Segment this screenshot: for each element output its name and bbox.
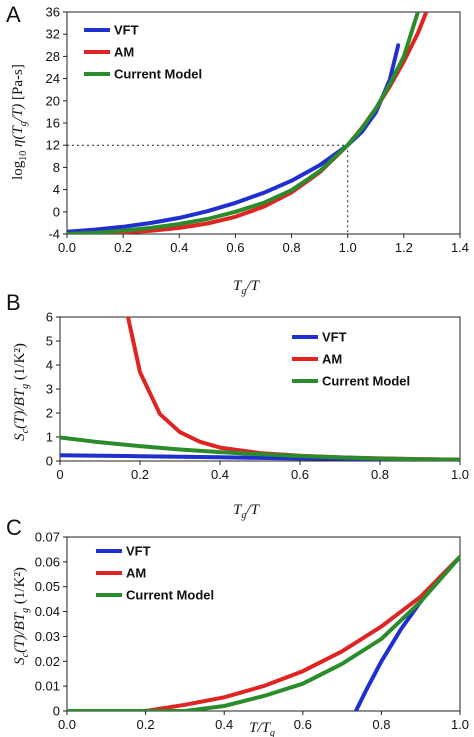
x-tick-label: 0.4 [215, 717, 233, 732]
panel-label-c: C [6, 515, 22, 540]
y-tick-label: 0.06 [35, 554, 60, 569]
legend-label: AM [322, 352, 342, 367]
y-tick-label: 36 [46, 5, 60, 20]
y-tick-label: -4 [48, 227, 60, 242]
series-line-am [67, 554, 460, 711]
legend-label: VFT [114, 23, 139, 38]
legend-label: VFT [322, 330, 347, 345]
panel-label-b: B [6, 290, 21, 315]
plot-area-c: 0.0 0.2 0.4 0.6 0.8 1.0 0 0.01 0.02 0.03 0.04 0.05 0… [35, 530, 469, 733]
legend-label: VFT [126, 544, 151, 559]
x-tick-label: 1.0 [339, 240, 357, 255]
x-tick-label: 1.2 [395, 240, 413, 255]
legend-label: AM [126, 566, 146, 581]
y-tick-label: 8 [53, 160, 60, 175]
x-tick-label: 1.0 [451, 467, 469, 482]
y-tick-label: 0 [46, 454, 53, 469]
x-tick-label: 0.0 [58, 717, 76, 732]
panel-b: B 0 0.2 0.4 0.6 0.8 1.0 0 1 2 3 4 5 6 VFT AM Current Mo… [6, 290, 469, 521]
x-tick-label: 1.0 [451, 717, 469, 732]
x-tick-label: 0.2 [114, 240, 132, 255]
x-axis-label-c: T/Tg [249, 720, 275, 737]
y-tick-label: 24 [46, 71, 60, 86]
series-line-vft [67, 43, 401, 234]
x-tick-label: 1.4 [451, 240, 469, 255]
plot-area-a: 0.0 0.2 0.4 0.6 0.8 1.0 1.2 1.4 -4 0 4 8 12 16 20 24 28 3… [46, 5, 470, 256]
x-tick-label: 0.6 [294, 717, 312, 732]
x-tick-label: 0.2 [131, 467, 149, 482]
y-tick-label: 0 [53, 204, 60, 219]
plot-frame-c [66, 536, 461, 712]
y-tick-label: 12 [46, 138, 60, 153]
y-tick-label: 0.02 [35, 654, 60, 669]
y-tick-label: 0.04 [35, 604, 60, 619]
y-tick-label: 5 [46, 334, 53, 349]
y-tick-label: 20 [46, 93, 60, 108]
y-axis-label-c: Sc(T)/BTg (1/K²) [12, 567, 31, 665]
x-tick-label: 0.8 [372, 717, 390, 732]
y-axis-label-a: log10 η(Tg/T) [Pa-s] [10, 64, 29, 180]
y-tick-label: 0.03 [35, 629, 60, 644]
x-tick-label: 0.0 [58, 240, 76, 255]
y-tick-label: 16 [46, 116, 60, 131]
y-tick-label: 1 [46, 430, 53, 445]
y-tick-label: 6 [46, 310, 53, 325]
legend-label: Current Model [322, 374, 410, 389]
y-tick-label: 32 [46, 27, 60, 42]
plot-area-b: 0 0.2 0.4 0.6 0.8 1.0 0 1 2 3 4 5 6 VFT AM Current Mode… [46, 310, 469, 483]
legend-label: AM [114, 45, 134, 60]
y-tick-label: 2 [46, 406, 53, 421]
panel-a: A 0.0 0.2 0.4 0.6 0.8 1.0 1.2 1.4 -4 0 4 8 12 16 20 24 2… [6, 2, 469, 297]
y-axis-label-b: Sc(T)/BTg (1/K²) [12, 343, 31, 441]
panel-label-a: A [6, 2, 21, 27]
y-tick-label: 0.01 [35, 679, 60, 694]
x-tick-label: 0.8 [371, 467, 389, 482]
series-line-current-model [67, 12, 420, 234]
x-tick-label: 0.4 [170, 240, 188, 255]
series-line-current-model [67, 554, 460, 711]
x-tick-label: 0.6 [226, 240, 244, 255]
y-tick-label: 4 [46, 358, 53, 373]
y-tick-label: 4 [53, 182, 60, 197]
x-tick-label: 0.8 [283, 240, 301, 255]
x-tick-label: 0.4 [211, 467, 229, 482]
x-tick-label: 0.6 [291, 467, 309, 482]
y-tick-label: 28 [46, 49, 60, 64]
legend-label: Current Model [114, 67, 202, 82]
legend-label: Current Model [126, 588, 214, 603]
x-axis-label-a: Tg/T [233, 278, 261, 297]
y-tick-label: 0.07 [35, 530, 60, 545]
x-axis-label-b: Tg/T [233, 502, 261, 521]
plot-frame-b [59, 316, 461, 462]
y-tick-label: 0 [53, 704, 60, 719]
y-tick-label: 3 [46, 382, 53, 397]
x-tick-label: 0.2 [137, 717, 155, 732]
y-tick-label: 0.05 [35, 579, 60, 594]
series-line-current-model [60, 435, 460, 461]
x-tick-label: 0 [56, 467, 63, 482]
panel-c: C 0.0 0.2 0.4 0.6 0.8 1.000.010.020.030.040.0… [6, 515, 469, 737]
